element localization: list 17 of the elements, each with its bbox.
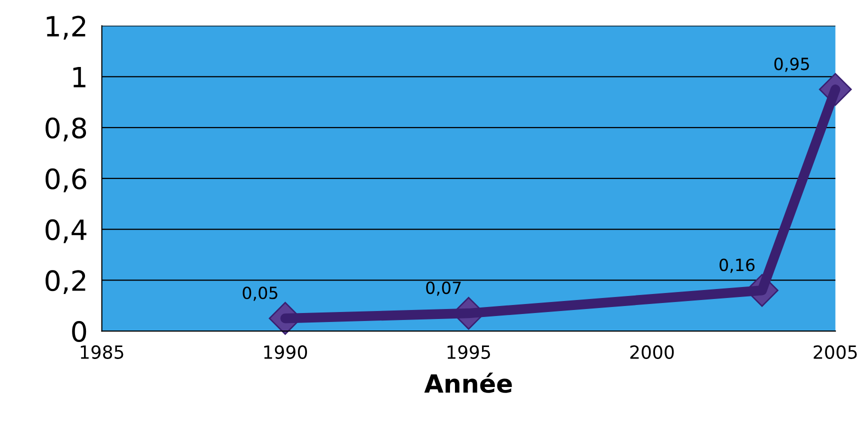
y-tick-label: 0,2 — [46, 270, 86, 294]
y-tick-label: 0,6 — [46, 168, 86, 192]
x-tick-label: 2000 — [630, 345, 674, 359]
y-tick-label: 0,8 — [46, 118, 86, 142]
x-tick-label: 2005 — [814, 345, 857, 359]
x-tick-label: 1995 — [448, 345, 490, 359]
data-label: 0,16 — [720, 258, 755, 273]
x-tick-label: 1985 — [80, 345, 124, 359]
x-tick-label: 1990 — [264, 345, 307, 359]
y-tick-label: 1,2 — [46, 16, 86, 40]
x-axis-title: Année — [424, 372, 512, 393]
y-tick-label: 0 — [72, 321, 86, 342]
data-label: 0,05 — [242, 286, 278, 301]
data-label: 0,95 — [774, 58, 809, 72]
data-label: 0,07 — [426, 281, 461, 296]
y-tick-label: 1 — [73, 66, 86, 88]
y-tick-label: 0,4 — [46, 219, 86, 244]
